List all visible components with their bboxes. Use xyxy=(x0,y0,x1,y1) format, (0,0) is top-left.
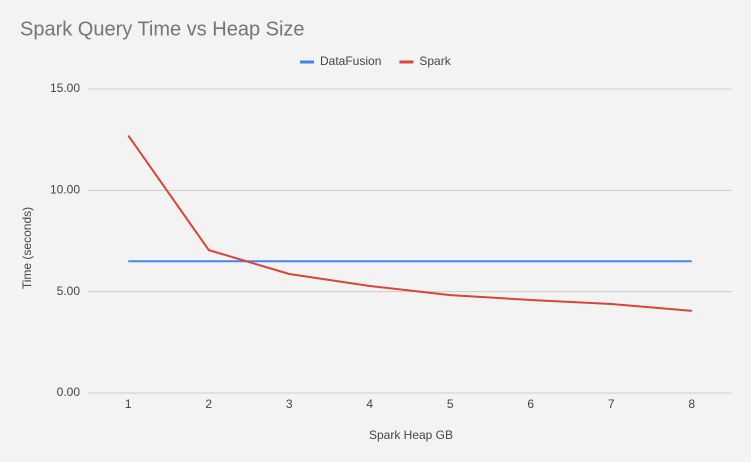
legend-label: Spark xyxy=(419,54,451,68)
x-tick-label: 5 xyxy=(447,397,454,411)
x-tick-label: 7 xyxy=(608,397,615,411)
legend-label: DataFusion xyxy=(320,54,381,68)
y-axis-label: Time (seconds) xyxy=(20,207,34,289)
chart-title: Spark Query Time vs Heap Size xyxy=(20,18,305,40)
x-axis-label: Spark Heap GB xyxy=(369,428,453,442)
x-tick-label: 1 xyxy=(125,397,132,411)
y-tick-label: 5.00 xyxy=(57,284,81,298)
x-tick-label: 2 xyxy=(205,397,212,411)
y-tick-label: 15.00 xyxy=(50,81,80,95)
series-line xyxy=(127,135,692,312)
x-tick-label: 3 xyxy=(286,397,293,411)
x-tick-label: 8 xyxy=(688,397,695,411)
y-tick-label: 0.00 xyxy=(57,385,81,399)
y-tick-label: 10.00 xyxy=(50,183,80,197)
x-tick-label: 6 xyxy=(527,397,534,411)
x-tick-label: 4 xyxy=(366,397,373,411)
